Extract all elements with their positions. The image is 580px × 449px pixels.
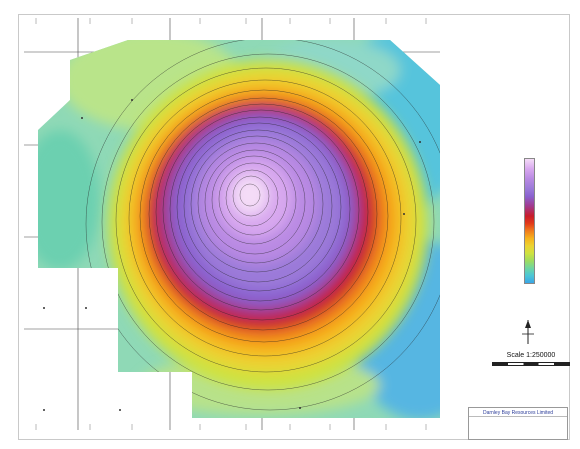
contour-lines: [85, 40, 440, 411]
scale-bar: [492, 362, 570, 366]
scale-label: Scale 1:250000: [506, 352, 556, 359]
station-markers: [43, 99, 421, 411]
title-block: Darnley Bay Resources Limited: [468, 407, 568, 440]
color-scale-legend: [524, 158, 535, 284]
grid-ticks-top: [35, 18, 427, 24]
company-name: Darnley Bay Resources Limited: [469, 408, 567, 417]
survey-area: [38, 40, 440, 418]
north-arrow-icon: [522, 320, 534, 344]
grid-ticks-bottom: [35, 424, 427, 430]
